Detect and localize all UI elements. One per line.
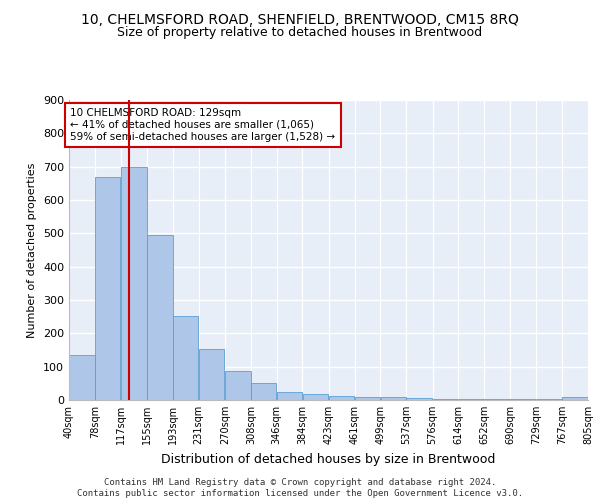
Bar — [510, 398, 536, 400]
X-axis label: Distribution of detached houses by size in Brentwood: Distribution of detached houses by size … — [161, 452, 496, 466]
Bar — [302, 394, 328, 400]
Bar — [147, 235, 173, 400]
Bar — [536, 399, 562, 400]
Bar — [355, 396, 380, 400]
Y-axis label: Number of detached properties: Number of detached properties — [28, 162, 37, 338]
Bar — [225, 371, 251, 400]
Text: Contains HM Land Registry data © Crown copyright and database right 2024.
Contai: Contains HM Land Registry data © Crown c… — [77, 478, 523, 498]
Bar — [69, 355, 95, 400]
Bar — [121, 166, 147, 400]
Text: 10 CHELMSFORD ROAD: 129sqm
← 41% of detached houses are smaller (1,065)
59% of s: 10 CHELMSFORD ROAD: 129sqm ← 41% of deta… — [70, 108, 335, 142]
Bar — [406, 398, 432, 400]
Bar — [277, 392, 302, 400]
Bar — [251, 382, 277, 400]
Bar — [380, 397, 406, 400]
Bar — [173, 316, 199, 400]
Text: Size of property relative to detached houses in Brentwood: Size of property relative to detached ho… — [118, 26, 482, 39]
Bar — [484, 398, 510, 400]
Bar — [199, 350, 224, 400]
Bar — [433, 398, 458, 400]
Bar — [458, 398, 484, 400]
Bar — [562, 396, 588, 400]
Bar — [329, 396, 355, 400]
Bar — [95, 176, 121, 400]
Text: 10, CHELMSFORD ROAD, SHENFIELD, BRENTWOOD, CM15 8RQ: 10, CHELMSFORD ROAD, SHENFIELD, BRENTWOO… — [81, 12, 519, 26]
